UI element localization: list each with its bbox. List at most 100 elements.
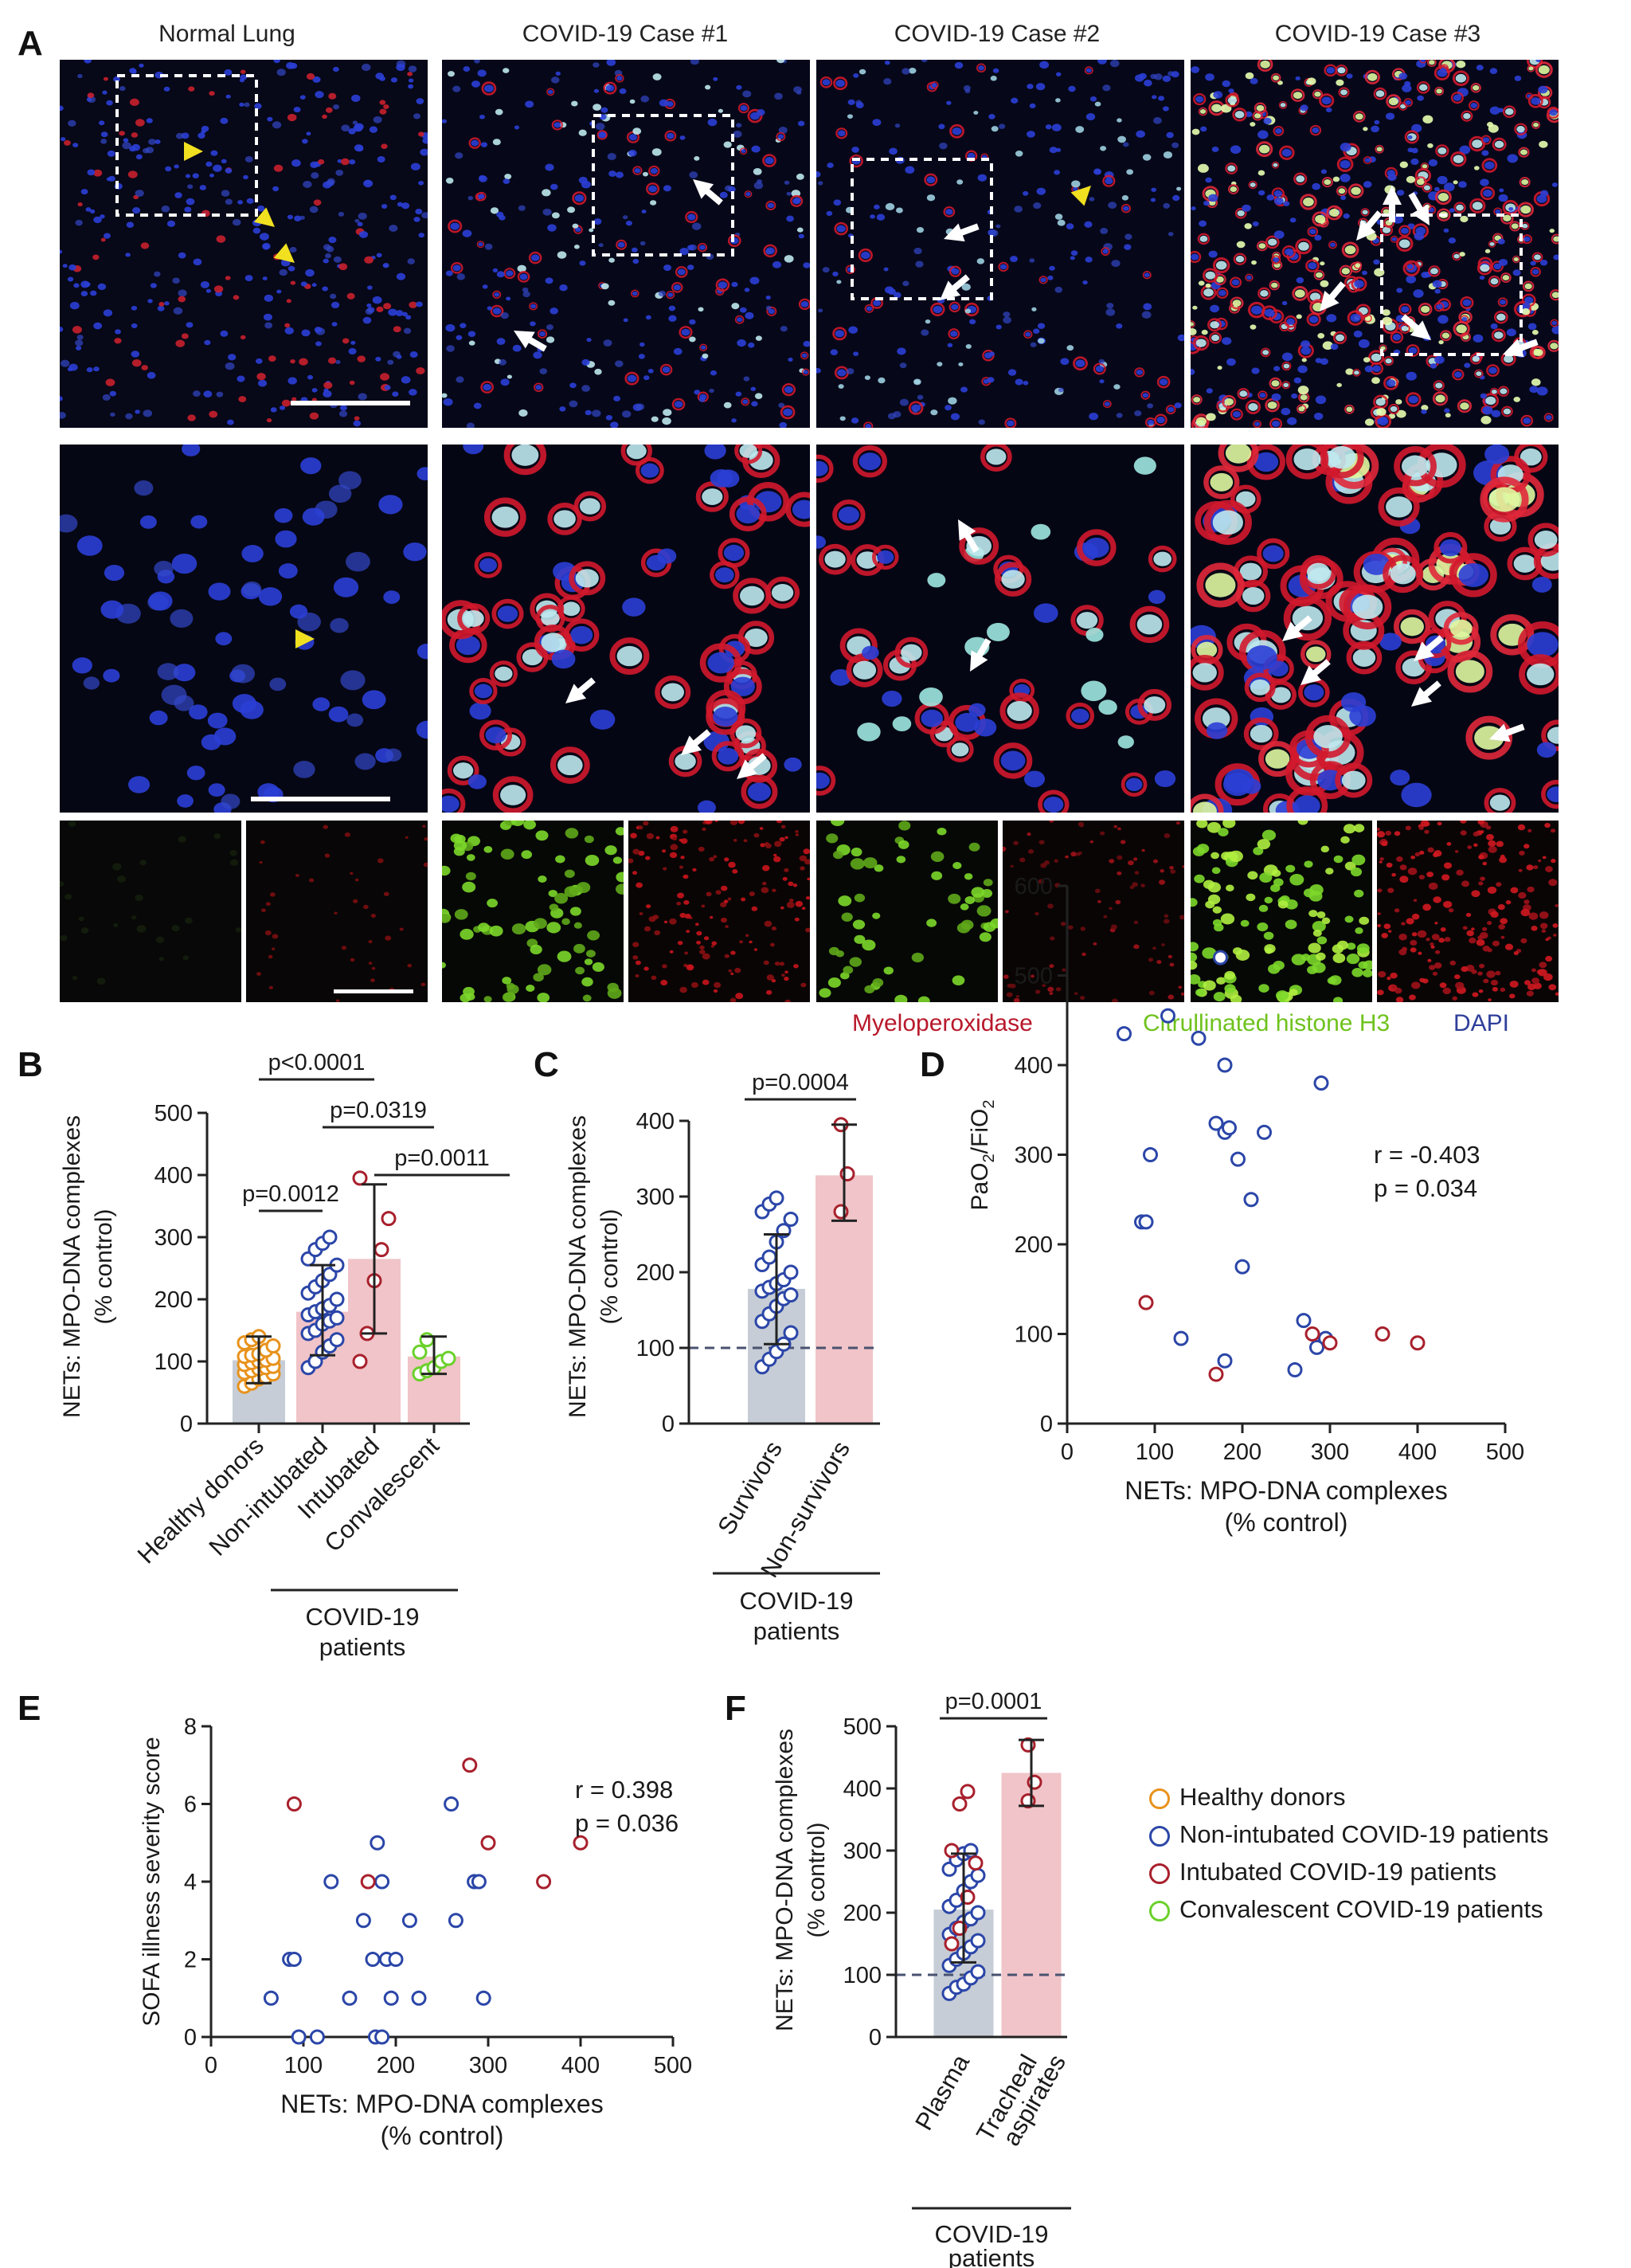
cell-nucleus bbox=[850, 858, 865, 870]
cell-nucleus bbox=[72, 975, 78, 981]
cell-ring bbox=[1396, 235, 1414, 252]
cell-nucleus bbox=[723, 141, 732, 148]
cell-nucleus bbox=[736, 84, 742, 90]
cell-nucleus bbox=[684, 913, 691, 919]
cell-nucleus bbox=[1521, 307, 1531, 315]
cell-nucleus bbox=[199, 185, 207, 190]
cell-ring bbox=[1261, 305, 1277, 320]
cell-nucleus bbox=[1387, 174, 1397, 182]
cell-nucleus bbox=[876, 213, 886, 221]
cell-nucleus bbox=[795, 900, 804, 907]
cell-nucleus bbox=[838, 506, 860, 523]
cell-nucleus bbox=[273, 164, 284, 172]
arrow-marker bbox=[1411, 680, 1441, 707]
cell-nucleus bbox=[492, 307, 502, 315]
cell-nucleus bbox=[960, 903, 969, 911]
cell-nucleus bbox=[1449, 619, 1473, 638]
cell-nucleus bbox=[128, 776, 151, 793]
cell-ring bbox=[547, 503, 582, 535]
cell-nucleus bbox=[636, 882, 643, 888]
cell-nucleus bbox=[1273, 230, 1285, 239]
arrow-marker bbox=[1503, 339, 1539, 358]
cell-nucleus bbox=[186, 198, 195, 206]
cell-nucleus bbox=[244, 275, 253, 282]
cell-nucleus bbox=[1242, 587, 1265, 605]
cell-nucleus bbox=[237, 200, 244, 205]
cell-nucleus bbox=[631, 247, 638, 253]
cell-nucleus bbox=[622, 410, 632, 418]
arrow-shaft bbox=[1408, 192, 1424, 212]
cell-nucleus bbox=[76, 346, 82, 351]
cell-nucleus bbox=[1499, 188, 1504, 193]
cell-nucleus bbox=[1496, 313, 1506, 321]
cell-nucleus bbox=[859, 452, 882, 471]
cell-ring bbox=[659, 363, 673, 376]
cell-nucleus bbox=[735, 725, 757, 742]
cell-nucleus bbox=[819, 988, 831, 998]
cell-nucleus bbox=[1207, 882, 1221, 893]
cell-nucleus bbox=[1168, 994, 1175, 1000]
cell-nucleus bbox=[1478, 989, 1484, 993]
cell-ring bbox=[1254, 102, 1267, 115]
cell-nucleus bbox=[382, 263, 389, 268]
cell-nucleus bbox=[744, 629, 768, 648]
cell-nucleus bbox=[803, 340, 810, 347]
cell-nucleus bbox=[340, 670, 366, 691]
cell-nucleus bbox=[1196, 821, 1208, 828]
cell-ring bbox=[1518, 147, 1530, 158]
point-c bbox=[783, 1212, 799, 1227]
cell-nucleus bbox=[1058, 387, 1064, 393]
cell-nucleus bbox=[1352, 594, 1383, 620]
cell-ring bbox=[699, 643, 742, 683]
cell-nucleus bbox=[1340, 89, 1347, 96]
cell-ring bbox=[1450, 92, 1464, 104]
cell-nucleus bbox=[723, 899, 729, 903]
cell-nucleus bbox=[772, 888, 776, 892]
cell-nucleus bbox=[667, 292, 674, 297]
cell-nucleus bbox=[1416, 60, 1426, 69]
cell-nucleus bbox=[1210, 472, 1234, 492]
cell-nucleus bbox=[921, 709, 943, 727]
point-b bbox=[419, 1332, 435, 1348]
cell-nucleus bbox=[1154, 770, 1176, 788]
cell-nucleus bbox=[530, 254, 540, 261]
cell-ring bbox=[1437, 208, 1451, 221]
cell-nucleus bbox=[1306, 562, 1330, 582]
cell-nucleus bbox=[506, 270, 514, 276]
cell-nucleus bbox=[1226, 358, 1236, 366]
cell-nucleus bbox=[1499, 856, 1508, 864]
cell-nucleus bbox=[728, 969, 732, 973]
cell-nucleus bbox=[1257, 170, 1265, 176]
cell-nucleus bbox=[607, 982, 619, 993]
cell-ring bbox=[727, 234, 741, 248]
cell-nucleus bbox=[571, 100, 578, 107]
cell-nucleus bbox=[1123, 206, 1129, 211]
cell-nucleus bbox=[1222, 821, 1236, 828]
arrow-marker bbox=[681, 729, 711, 755]
cell-nucleus bbox=[931, 871, 943, 880]
cell-nucleus bbox=[1308, 942, 1321, 954]
cell-ring bbox=[671, 282, 683, 293]
point-f bbox=[970, 1905, 986, 1921]
cell-nucleus bbox=[1211, 146, 1219, 152]
cell-nucleus bbox=[76, 535, 103, 556]
cell-nucleus bbox=[442, 119, 448, 123]
cell-nucleus bbox=[1401, 306, 1410, 313]
cell-nucleus bbox=[995, 324, 1002, 330]
cell-nucleus bbox=[417, 467, 428, 481]
cell-nucleus bbox=[410, 163, 420, 171]
cell-nucleus bbox=[952, 975, 965, 985]
cell-nucleus bbox=[950, 331, 958, 337]
cell-nucleus bbox=[256, 205, 265, 212]
cell-nucleus bbox=[987, 377, 995, 383]
cell-nucleus bbox=[964, 88, 971, 94]
cell-nucleus bbox=[617, 241, 625, 248]
cell-ring bbox=[1257, 287, 1271, 300]
cell-ring bbox=[1207, 318, 1222, 332]
cell-ring bbox=[1469, 198, 1486, 213]
cell-ring bbox=[1245, 273, 1254, 282]
cell-nucleus bbox=[1259, 392, 1266, 398]
cell-nucleus bbox=[1273, 961, 1285, 970]
cell-ring bbox=[832, 327, 847, 341]
cell-nucleus bbox=[417, 644, 428, 660]
